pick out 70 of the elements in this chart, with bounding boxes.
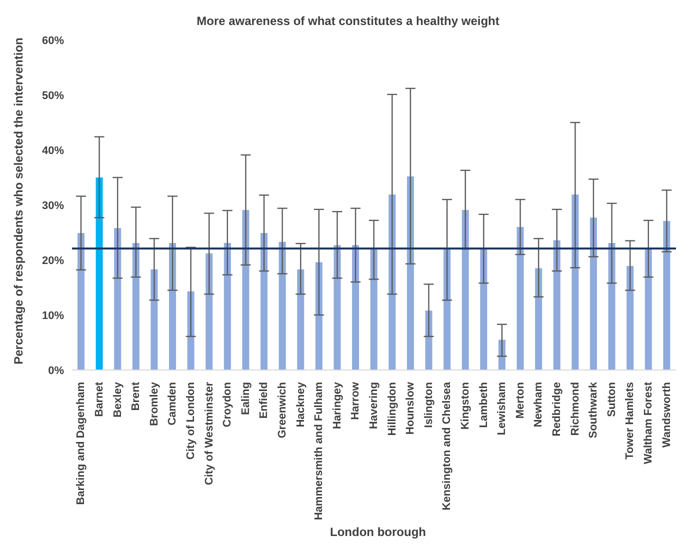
bar	[462, 210, 469, 370]
y-tick-label: 50%	[42, 90, 64, 102]
bar	[663, 220, 670, 370]
x-tick-label: Hackney	[294, 381, 307, 428]
bar	[297, 269, 304, 370]
x-tick-label: Camden	[166, 382, 179, 426]
x-tick-label: Sutton	[606, 382, 618, 417]
x-tick-label: Bromley	[148, 381, 160, 426]
bar	[242, 210, 250, 370]
bar	[370, 248, 378, 370]
bar	[626, 266, 634, 370]
bar	[644, 248, 652, 370]
bar	[114, 228, 122, 370]
x-tick-label: Hounslow	[404, 382, 417, 435]
bar	[590, 218, 597, 370]
bar	[132, 242, 140, 370]
y-tick-label: 60%	[42, 34, 64, 47]
x-tick-label: Lewisham	[496, 382, 508, 436]
bar	[260, 233, 268, 370]
bar	[334, 245, 341, 370]
bar	[206, 253, 213, 370]
chart-title: More awareness of what constitutes a healthy weight	[196, 14, 500, 28]
x-tick-label: Croydon	[222, 382, 234, 428]
x-tick-label: Merton	[514, 382, 526, 419]
y-tick-label: 20%	[42, 254, 64, 267]
x-tick-label: Newham	[532, 382, 545, 428]
x-tick-label: Brent	[130, 382, 142, 411]
y-tick-label: 0%	[48, 364, 64, 377]
x-tick-label: Richmond	[569, 382, 582, 436]
x-tick-label: Tower Hamlets	[624, 382, 636, 460]
bar	[77, 233, 84, 370]
bar	[406, 176, 414, 370]
x-tick-label: Southwark	[588, 381, 600, 438]
bar	[480, 248, 488, 370]
x-tick-label: City of London	[184, 382, 197, 460]
bar	[535, 268, 542, 370]
x-tick-label: Redbridge	[551, 382, 564, 436]
x-tick-label: Wandsworth	[660, 382, 673, 448]
bar	[315, 262, 322, 370]
x-tick-label: Lambeth	[478, 382, 490, 428]
x-tick-label: Havering	[368, 382, 380, 430]
x-tick-label: Islington	[422, 382, 435, 428]
bar	[278, 242, 286, 370]
x-tick-label: Waltham Forest	[642, 382, 655, 464]
x-tick-label: Hillingdon	[386, 382, 398, 436]
x-tick-label: Kingston	[460, 382, 472, 430]
bar	[444, 248, 451, 370]
x-tick-label: Hammersmith and Fulham	[313, 382, 326, 520]
x-tick-label: Bexley	[112, 381, 124, 418]
y-axis-title: Percentage of respondents who selected the intervention	[11, 38, 25, 364]
x-tick-label: Kensington and Chelsea	[441, 381, 454, 510]
x-axis-title: London borough	[329, 525, 427, 539]
y-tick-label: 30%	[42, 200, 64, 212]
bar	[352, 245, 360, 370]
x-tick-label: Ealing	[240, 382, 252, 416]
y-tick-label: 10%	[42, 310, 64, 322]
bar	[96, 178, 103, 370]
bar	[553, 240, 560, 370]
bar	[169, 242, 176, 370]
bar	[224, 242, 231, 370]
bar	[150, 269, 158, 370]
x-tick-label: Barnet	[93, 382, 106, 417]
x-tick-label: Haringey	[331, 381, 344, 430]
y-tick-label: 40%	[42, 144, 64, 157]
x-tick-label: Greenwich	[276, 382, 288, 438]
x-tick-label: City of Westminster	[203, 381, 216, 486]
x-tick-label: Barking and Dagenham	[75, 382, 88, 505]
x-tick-label: Enfield	[258, 382, 270, 419]
bar	[516, 227, 524, 370]
x-tick-label: Harrow	[350, 382, 362, 420]
